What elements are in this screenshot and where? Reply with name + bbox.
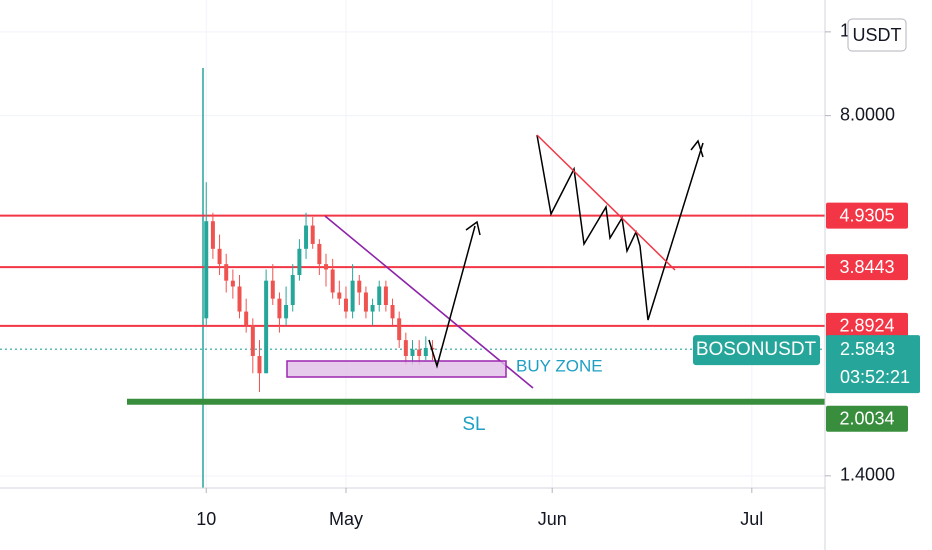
candle-body bbox=[317, 243, 322, 265]
currency-box[interactable] bbox=[847, 18, 907, 52]
candle-body bbox=[383, 286, 388, 306]
x-tick-label: 10 bbox=[196, 509, 216, 529]
level-label-box bbox=[826, 312, 908, 339]
drawings: BUY ZONE bbox=[286, 134, 704, 389]
candle-body bbox=[277, 298, 282, 319]
candle-body bbox=[264, 280, 269, 374]
level-label: 4.9305 bbox=[839, 205, 894, 225]
candle-body bbox=[350, 280, 355, 312]
candle-body bbox=[410, 349, 415, 357]
candle-body bbox=[370, 305, 375, 312]
arrow-head bbox=[690, 139, 704, 158]
candle-body bbox=[337, 292, 342, 299]
x-tick-label: Jul bbox=[740, 509, 763, 529]
arrow-path bbox=[428, 225, 476, 369]
level-label-box bbox=[826, 202, 908, 229]
level-label: 3.8443 bbox=[839, 257, 894, 277]
levels: SL bbox=[0, 214, 825, 435]
candle-body bbox=[257, 356, 262, 374]
candle-body bbox=[297, 248, 302, 276]
candle-body bbox=[204, 221, 209, 319]
symbol-box bbox=[693, 335, 820, 366]
candle-body bbox=[304, 225, 309, 249]
candle-body bbox=[250, 325, 255, 357]
stop-loss-label: SL bbox=[462, 414, 485, 435]
candle-body bbox=[244, 311, 249, 326]
price-labels: 4.9305 3.8443 2.8924 2.0034 BOSONUSDT 2.5843 0… bbox=[693, 202, 920, 432]
current-price-box bbox=[826, 335, 920, 394]
candle-body bbox=[290, 275, 295, 306]
candle-body bbox=[224, 264, 229, 281]
stop-loss-price-box bbox=[826, 405, 908, 432]
arrow-path bbox=[536, 134, 704, 321]
y-tick-label: 8.0000 bbox=[840, 104, 895, 124]
y-tick-label: 1.4000 bbox=[840, 465, 895, 485]
candle-body bbox=[363, 292, 368, 312]
x-tick-label: Jun bbox=[538, 509, 567, 529]
candle-body bbox=[417, 349, 422, 357]
candle-body bbox=[377, 286, 382, 306]
candle-body bbox=[423, 347, 428, 357]
candle-body bbox=[210, 221, 215, 249]
candle-body bbox=[397, 318, 402, 341]
candle-body bbox=[330, 269, 335, 293]
candle-body bbox=[343, 298, 348, 312]
candles bbox=[204, 182, 435, 393]
buy-zone-label: BUY ZONE bbox=[516, 356, 603, 375]
arrow-head bbox=[465, 220, 481, 236]
x-tick-label: May bbox=[329, 509, 363, 529]
grid bbox=[0, 0, 825, 488]
candle-body bbox=[217, 248, 222, 265]
level-label: 2.8924 bbox=[839, 316, 894, 336]
candle-body bbox=[237, 286, 242, 312]
buy-zone bbox=[286, 360, 507, 378]
candle-body bbox=[403, 340, 408, 357]
current-price: 2.5843 bbox=[840, 339, 895, 359]
candle-body bbox=[230, 280, 235, 287]
candle-body bbox=[270, 280, 275, 299]
stop-loss-price: 2.0034 bbox=[839, 409, 894, 429]
symbol-name: BOSONUSDT bbox=[696, 339, 817, 360]
trend-line bbox=[536, 134, 676, 271]
candle-body bbox=[284, 305, 289, 319]
trend-line bbox=[324, 215, 534, 389]
countdown: 03:52:21 bbox=[840, 367, 910, 387]
candle-body bbox=[357, 280, 362, 293]
candle-body bbox=[310, 225, 315, 244]
currency[interactable]: USDT bbox=[853, 25, 902, 45]
candle-body bbox=[324, 264, 329, 270]
candle-body bbox=[390, 305, 395, 319]
level-label-box bbox=[826, 254, 908, 281]
